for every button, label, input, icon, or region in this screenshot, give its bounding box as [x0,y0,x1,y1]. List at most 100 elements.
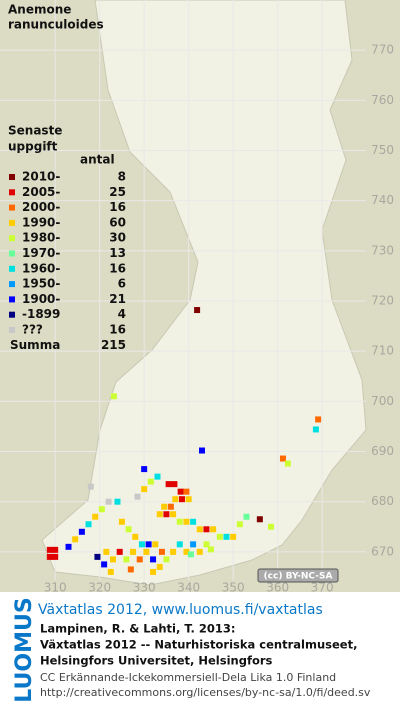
observation [114,498,121,505]
observation [154,473,161,480]
observation [171,481,178,488]
observation [190,518,197,525]
observation [223,533,230,540]
observation [230,533,237,540]
legend-count: 16 [109,261,126,275]
y-tick-label: 680 [371,494,394,508]
observation [203,541,210,548]
observation [123,556,130,563]
legend-label: 2000- [22,200,60,214]
observation [46,553,53,560]
points [46,307,322,575]
observation [78,528,85,535]
observation [190,541,197,548]
observation [141,466,148,473]
legend-label: 1960- [22,261,60,275]
observation [172,496,179,503]
y-tick-label: 720 [371,294,394,308]
observation [145,541,152,548]
legend-label: 2005- [22,185,60,199]
observation [136,556,143,563]
y-tick-label: 770 [371,43,394,57]
observation [256,516,263,523]
legend-count: 8 [118,170,126,184]
license-badge: (cc) BY-NC-SA [264,572,333,582]
observation [103,548,110,555]
observation [176,541,183,548]
observation [147,478,154,485]
observation [183,488,190,495]
observation [141,486,148,493]
observation [163,556,170,563]
headline: Växtatlas 2012, www.luomus.fi/vaxtatlas [38,602,323,618]
observation [150,556,157,563]
observation [177,488,184,495]
observation [315,416,322,423]
observation [46,546,53,553]
observation [207,546,214,553]
observation [130,548,137,555]
title-line: Anemone [8,3,71,17]
observation [165,481,172,488]
legend-swatch [9,265,15,272]
legend-label: 1990- [22,215,60,229]
observation [105,498,112,505]
license-badge-box [257,568,339,583]
x-tick-label: 360 [266,581,289,595]
observation [110,556,117,563]
observation [284,460,291,467]
observation [161,503,168,510]
citation: Lampinen, R. & Lahti, T. 2013: [40,622,235,636]
observation [203,526,210,533]
observation [196,548,203,555]
observation [92,513,99,520]
y-tick-label: 690 [371,444,394,458]
observation [134,493,141,500]
legend-count: 16 [109,200,126,214]
observation [52,553,59,560]
legend-swatch [9,296,15,303]
observation [107,568,114,575]
legend-swatch [9,174,15,180]
x-tick-label: 340 [177,581,200,595]
y-tick-label: 740 [371,193,394,207]
legend-label: ??? [22,323,43,337]
legend-total-label: Summa [10,338,60,352]
observation [163,511,170,518]
citation: Helsingfors Universitet, Helsingfors [40,654,273,668]
observation [158,548,165,555]
observation [178,496,185,503]
x-tick-label: 330 [133,581,156,595]
legend-count: 30 [109,231,126,245]
observation [267,523,274,530]
legend-count-header: antal [80,153,115,167]
legend-count: 25 [109,185,126,199]
observation [125,526,132,533]
observation [167,503,174,510]
x-tick-label: 320 [88,581,111,595]
observation [185,496,192,503]
observation [98,506,105,513]
observation [85,521,92,528]
license-text: http://creativecommons.org/licenses/by-n… [40,686,371,699]
y-tick-label: 700 [371,394,394,408]
legend-count: 13 [109,246,126,260]
legend-label: 2010- [22,170,60,184]
legend-count: 6 [118,277,126,291]
finland-outline [41,0,367,586]
legend-label: -1899 [22,307,60,321]
observation [187,551,194,558]
legend-swatch [9,250,15,257]
legend-title: uppgift [8,140,58,154]
observation [127,566,134,573]
x-tick-label: 350 [222,581,245,595]
legend-swatch [9,327,15,333]
grid: 310 320 330 340 350 360 370 670 680 690 700 710 720 7… [0,0,394,595]
observation [101,561,108,568]
observation [170,548,177,555]
legend-count: 16 [109,323,126,337]
legend-label: 1900- [22,292,60,306]
y-tick-label: 670 [371,544,394,558]
